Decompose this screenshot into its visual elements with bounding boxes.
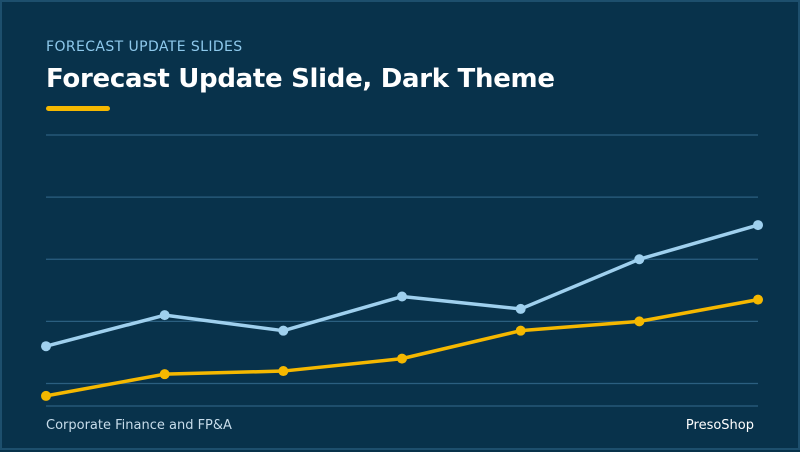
series-2-point-7	[753, 294, 763, 305]
series-1-point-3	[278, 325, 289, 336]
series-1-point-2	[159, 310, 170, 321]
series-2-line	[44, 297, 760, 398]
series-2-point-5	[515, 325, 526, 336]
series-2-point-2	[159, 369, 170, 380]
footer-left-text: Corporate Finance and FP&A	[46, 418, 232, 433]
series-2-point-6	[634, 316, 645, 327]
slide-title: Forecast Update Slide, Dark Theme	[46, 64, 555, 94]
series-1-line	[44, 223, 760, 348]
footer-brand: PresoShop	[685, 418, 754, 433]
series-1-point-1	[41, 341, 51, 352]
series-1-point-6	[634, 254, 645, 265]
title-accent-bar	[46, 106, 110, 111]
series-1-point-4	[397, 291, 407, 302]
series-1-point-5	[515, 303, 526, 314]
series-1-point-7	[753, 220, 763, 231]
slide-eyebrow: FORECAST UPDATE SLIDES	[46, 39, 243, 55]
series-2-point-3	[278, 366, 289, 377]
series-2-point-1	[41, 390, 51, 401]
series-2-point-4	[397, 353, 407, 364]
